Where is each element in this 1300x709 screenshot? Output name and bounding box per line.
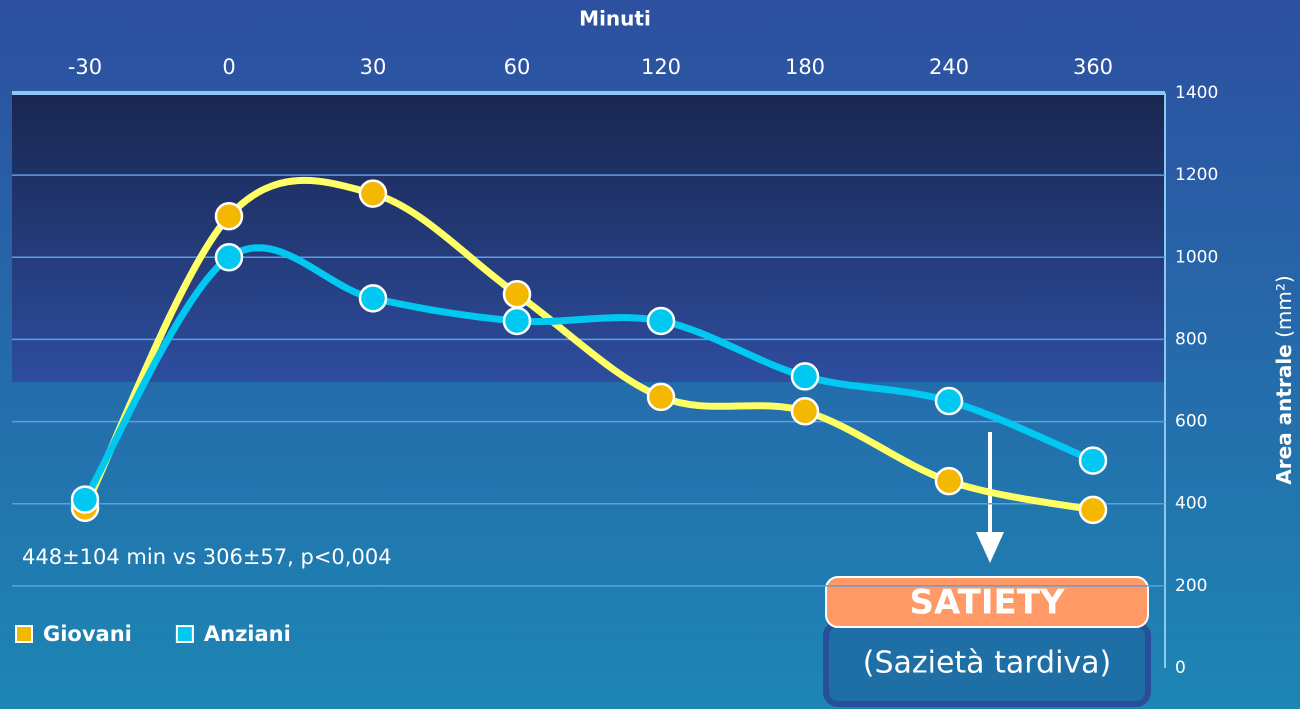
x-tick-label: 30 bbox=[360, 55, 387, 79]
x-axis-label: Minuti bbox=[579, 7, 651, 31]
callout-subtitle: (Sazietà tardiva) bbox=[863, 646, 1112, 681]
x-tick-label: -30 bbox=[68, 55, 102, 79]
legend-label: Anziani bbox=[204, 622, 291, 646]
y-axis-label: Area antrale (mm²) bbox=[1272, 275, 1296, 484]
y-tick-label: 0 bbox=[1175, 658, 1186, 678]
y-tick-label: 800 bbox=[1175, 329, 1207, 349]
data-point bbox=[646, 306, 676, 336]
data-point bbox=[1078, 446, 1108, 475]
x-tick-label: 360 bbox=[1073, 55, 1113, 79]
y-label-unit: (mm²) bbox=[1272, 275, 1296, 338]
x-tick-label: 240 bbox=[929, 55, 969, 79]
legend-label: Giovani bbox=[43, 622, 132, 646]
x-tick-label: 120 bbox=[641, 55, 681, 79]
data-point bbox=[502, 280, 532, 309]
data-point bbox=[646, 382, 676, 412]
data-point bbox=[934, 466, 964, 496]
data-point bbox=[358, 284, 388, 313]
y-tick-label: 400 bbox=[1175, 494, 1207, 514]
legend-swatch bbox=[175, 625, 194, 643]
callout-header bbox=[825, 576, 1149, 628]
x-tick-label: 60 bbox=[504, 55, 531, 79]
legend-swatch bbox=[15, 625, 33, 643]
data-point bbox=[790, 397, 820, 426]
data-point bbox=[214, 201, 244, 231]
data-point bbox=[934, 386, 964, 416]
data-point bbox=[70, 485, 100, 514]
arrow-head bbox=[976, 532, 1004, 563]
y-tick-label: 1200 bbox=[1175, 165, 1218, 185]
data-point bbox=[358, 179, 388, 208]
y-tick-label: 1000 bbox=[1175, 247, 1218, 267]
callout-title: SATIETY bbox=[909, 583, 1064, 623]
data-point bbox=[214, 243, 244, 272]
data-point bbox=[790, 362, 820, 391]
y-tick-label: 1400 bbox=[1175, 83, 1218, 103]
x-tick-label: 0 bbox=[222, 55, 235, 79]
y-label-main: Area antrale bbox=[1272, 344, 1296, 484]
x-tick-label: 180 bbox=[785, 55, 825, 79]
y-tick-label: 200 bbox=[1175, 576, 1207, 596]
y-tick-label: 600 bbox=[1175, 412, 1207, 432]
plot-band bbox=[12, 93, 1165, 382]
annotation: 448±104 min vs 306±57, p<0,004 bbox=[22, 545, 392, 569]
data-point bbox=[1078, 495, 1108, 525]
data-point bbox=[502, 306, 532, 336]
